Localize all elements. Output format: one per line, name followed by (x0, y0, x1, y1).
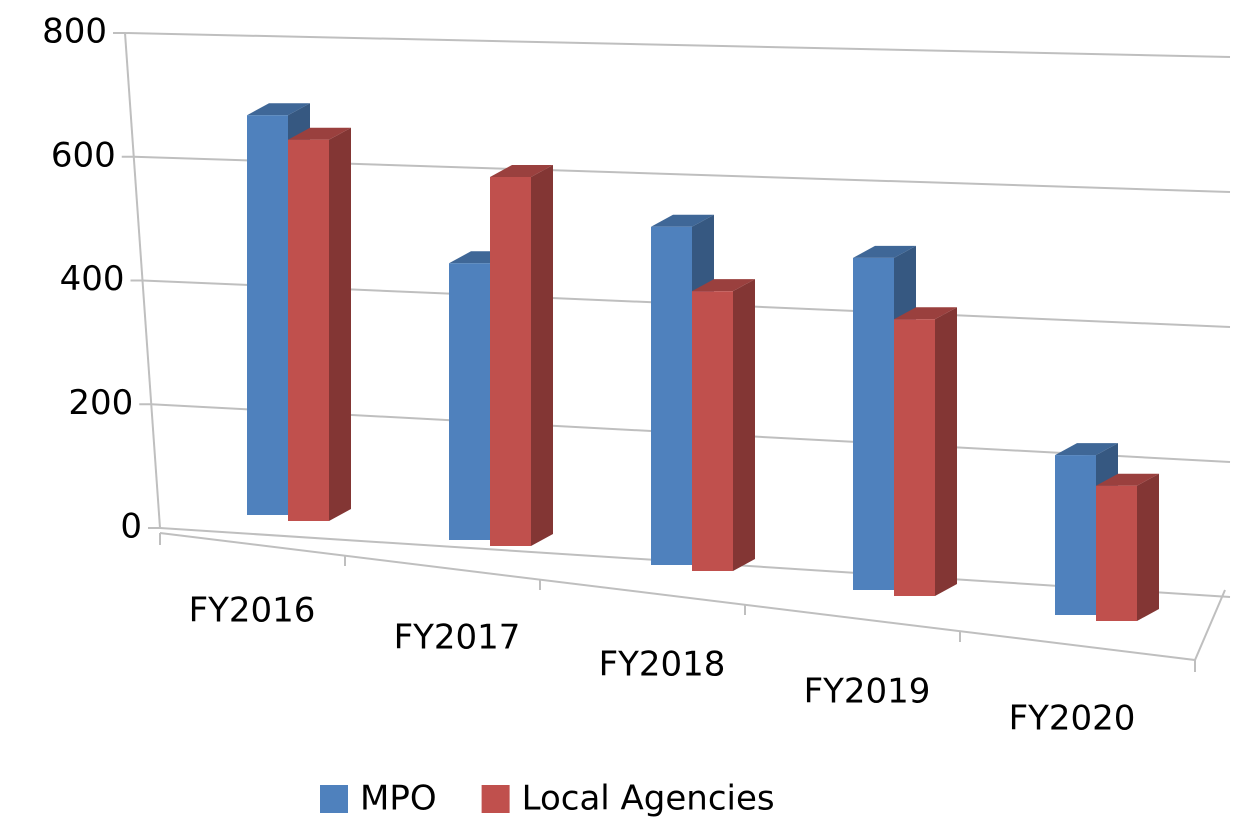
bar-top (894, 307, 957, 320)
bar-top (288, 127, 351, 140)
bar (247, 115, 288, 515)
bar-top (692, 279, 755, 292)
bar-top (651, 214, 714, 227)
bar (692, 291, 733, 571)
bar-side (1137, 473, 1159, 621)
bar-top (1096, 473, 1159, 486)
x-tick-label: FY2016 (189, 591, 316, 631)
bar (490, 177, 531, 546)
x-tick-label: FY2018 (599, 645, 726, 685)
bar-top (490, 165, 553, 177)
bar (894, 319, 935, 596)
y-tick-label: 200 (68, 383, 133, 423)
bar-top (853, 245, 916, 258)
bar-top (247, 103, 310, 116)
bar-side (329, 127, 351, 521)
bar (288, 139, 329, 521)
legend-label: MPO (360, 779, 437, 819)
bar-side (733, 279, 755, 571)
legend-swatch (320, 785, 348, 813)
legend-label: Local Agencies (522, 779, 775, 819)
y-tick-label: 400 (60, 259, 125, 299)
bar (1096, 485, 1137, 621)
bar-side (531, 165, 553, 546)
bar-top (1055, 443, 1118, 456)
y-tick-label: 600 (51, 135, 116, 175)
bar (853, 257, 894, 590)
x-tick-label: FY2019 (804, 672, 931, 712)
y-tick-label: 0 (120, 507, 142, 547)
y-tick-label: 800 (42, 12, 107, 52)
legend-swatch (481, 785, 510, 813)
bar (1055, 455, 1096, 615)
x-tick-label: FY2020 (1009, 699, 1136, 739)
bar (651, 226, 692, 565)
grid-line (124, 32, 1231, 58)
x-tick-label: FY2017 (394, 618, 521, 658)
floor (159, 532, 1226, 672)
bar (449, 263, 490, 540)
bar-side (935, 307, 957, 596)
